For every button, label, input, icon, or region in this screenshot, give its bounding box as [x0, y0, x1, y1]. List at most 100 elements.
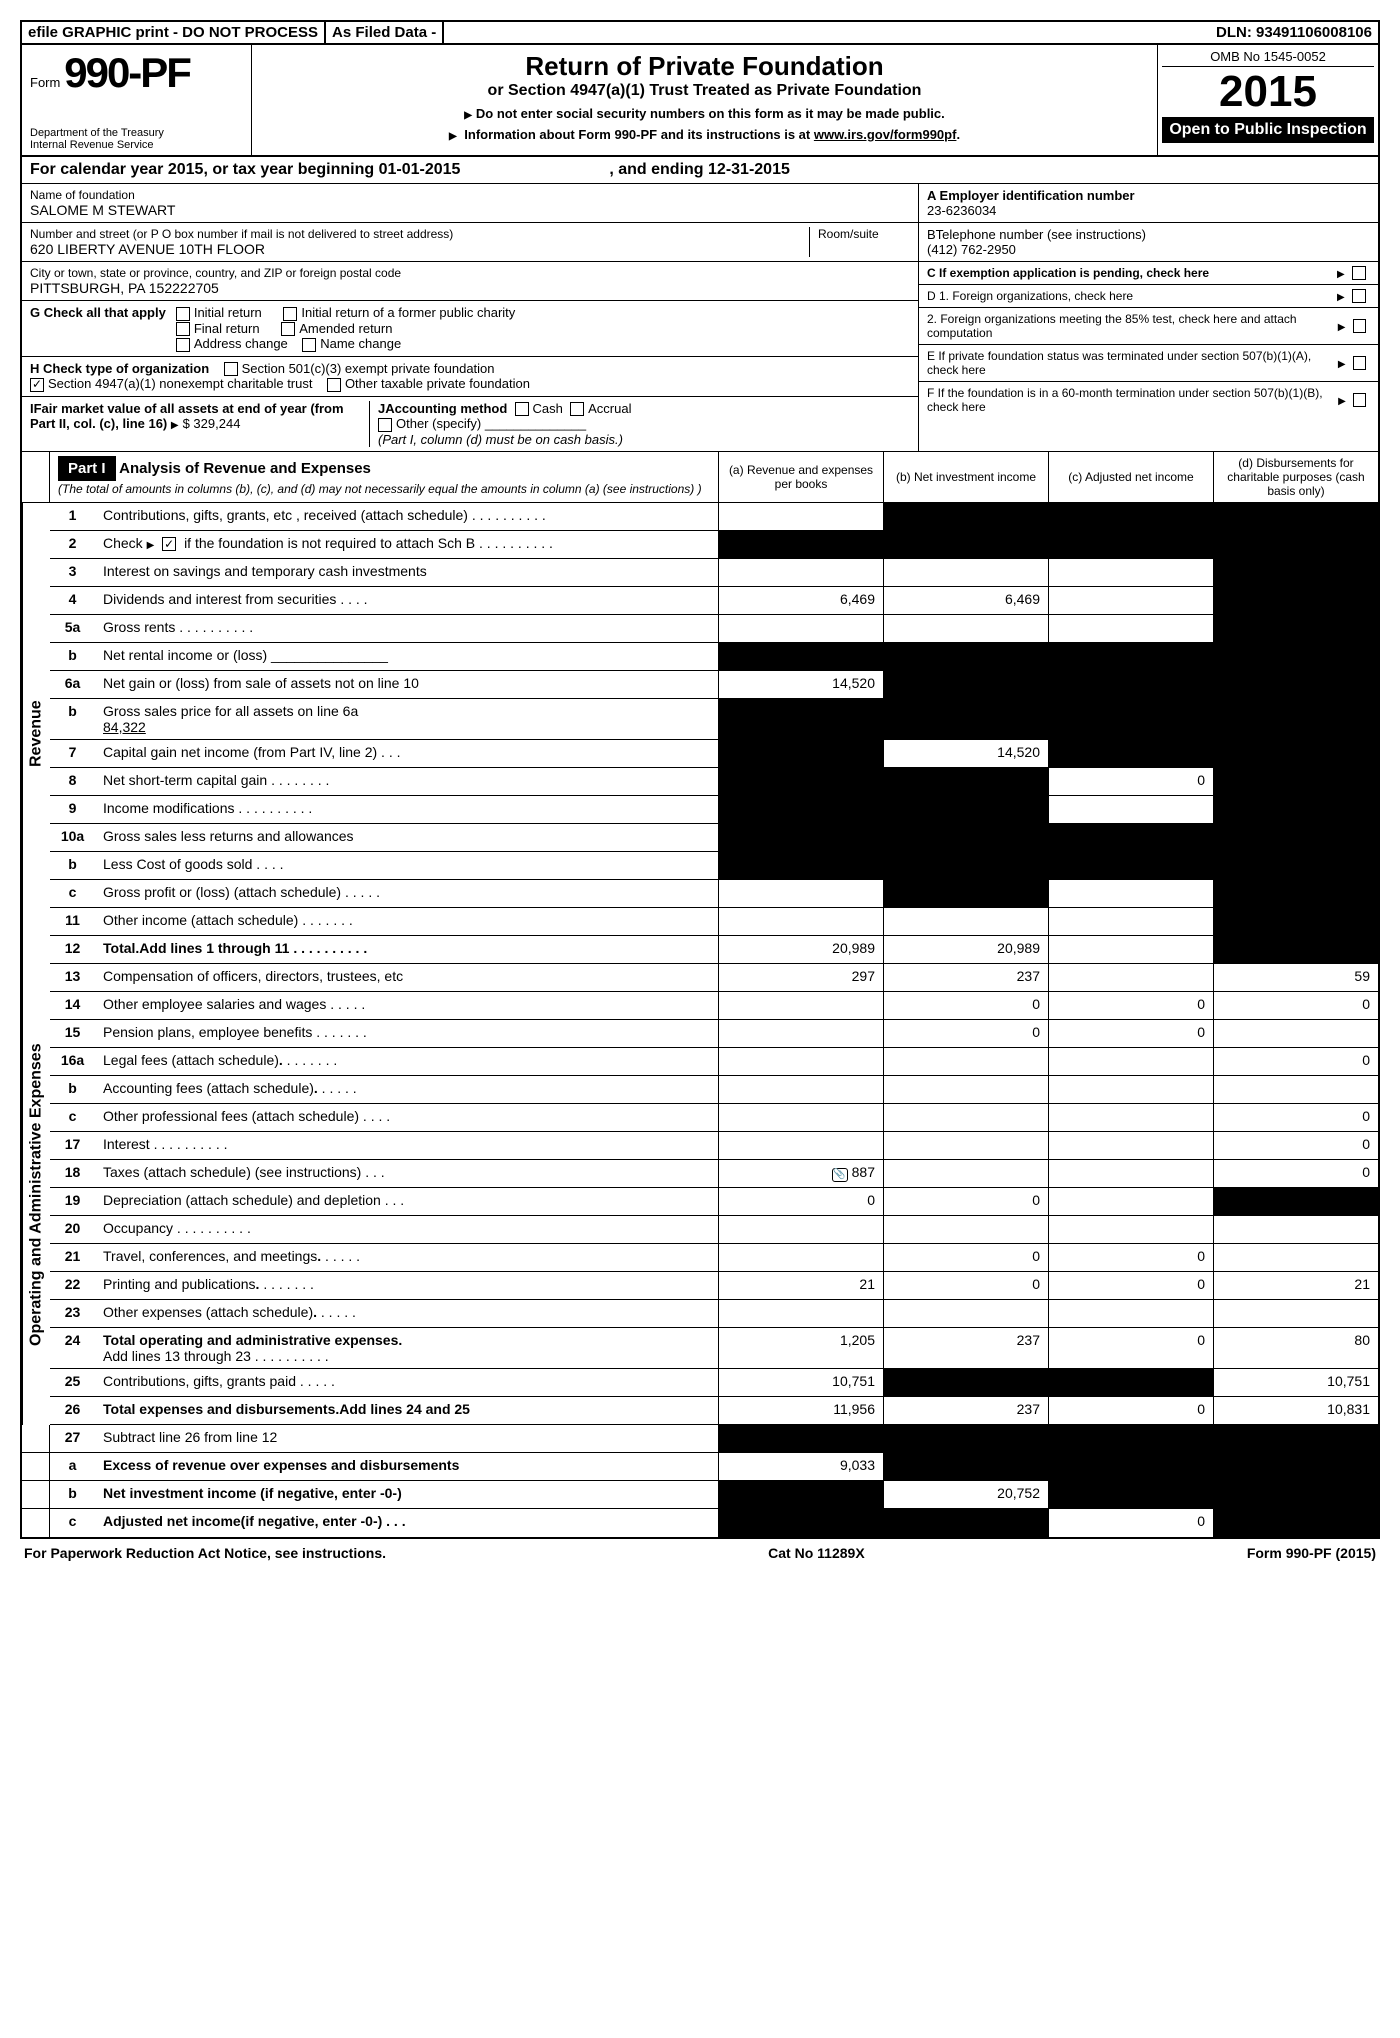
l16a-c — [1048, 1048, 1213, 1075]
l26-d: 10,831 — [1213, 1397, 1378, 1424]
ein-cell: A Employer identification number 23-6236… — [919, 184, 1378, 223]
line-6a: 6a Net gain or (loss) from sale of asset… — [50, 671, 1378, 699]
b-label: BTelephone number (see instructions) — [927, 227, 1370, 242]
l19-c — [1048, 1188, 1213, 1215]
l2-d — [1213, 531, 1378, 558]
line-10b-label: Less Cost of goods sold . . . . — [95, 852, 718, 879]
form-prefix: Form — [30, 75, 60, 90]
l19-d — [1213, 1188, 1378, 1215]
l10b-d — [1213, 852, 1378, 879]
f-label: F If the foundation is in a 60-month ter… — [927, 386, 1338, 414]
expenses-label: Operating and Administrative Expenses — [22, 964, 50, 1425]
j-note: (Part I, column (d) must be on cash basi… — [378, 432, 623, 447]
l5b-c — [1048, 643, 1213, 670]
line-4-label: Dividends and interest from securities .… — [95, 587, 718, 614]
l5b-d — [1213, 643, 1378, 670]
l5a-d — [1213, 615, 1378, 642]
l6b-d — [1213, 699, 1378, 739]
l10b-a — [718, 852, 883, 879]
chk-other-method[interactable] — [378, 418, 392, 432]
l18-c — [1048, 1160, 1213, 1187]
l11-b — [883, 908, 1048, 935]
l16c-b — [883, 1104, 1048, 1131]
line-9: 9 Income modifications . . . . . . . . .… — [50, 796, 1378, 824]
l16a-b — [883, 1048, 1048, 1075]
info-grid: Name of foundation SALOME M STEWART Numb… — [22, 184, 1378, 452]
chk-d1[interactable] — [1352, 289, 1366, 303]
l11-a — [718, 908, 883, 935]
chk-initial[interactable] — [176, 307, 190, 321]
chk-c[interactable] — [1352, 266, 1366, 280]
revenue-label: Revenue — [22, 503, 50, 964]
name-label: Name of foundation — [30, 188, 910, 202]
line-26: 26 Total expenses and disbursements.Add … — [50, 1397, 1378, 1425]
line-5b: b Net rental income or (loss) __________… — [50, 643, 1378, 671]
tax-year: 2015 — [1162, 67, 1374, 117]
line-10a-label: Gross sales less returns and allowances — [95, 824, 718, 851]
attachment-icon[interactable]: 📎 — [832, 1168, 848, 1182]
chk-f[interactable] — [1353, 393, 1366, 407]
info-link[interactable]: www.irs.gov/form990pf — [814, 127, 957, 142]
l2-a — [718, 531, 883, 558]
chk-4947a1[interactable] — [30, 378, 44, 392]
chk-cash[interactable] — [515, 402, 529, 416]
footer-mid: Cat No 11289X — [768, 1545, 865, 1561]
line-18-label: Taxes (attach schedule) (see instruction… — [95, 1160, 718, 1187]
info-text: Information about Form 990-PF and its in… — [464, 127, 810, 142]
col-d-header: (d) Disbursements for charitable purpose… — [1213, 452, 1378, 502]
line-22-label: Printing and publications. . . . . . . . — [95, 1272, 718, 1299]
col-a-header: (a) Revenue and expenses per books — [718, 452, 883, 502]
line-12: 12 Total.Add lines 1 through 11 . . . . … — [50, 936, 1378, 964]
section-g: G Check all that apply Initial return In… — [22, 301, 918, 357]
l20-b — [883, 1216, 1048, 1243]
d2-row: 2. Foreign organizations meeting the 85%… — [919, 308, 1378, 345]
part1-label: Part I — [58, 456, 116, 481]
g-label: G Check all that apply — [30, 305, 166, 352]
chk-accrual[interactable] — [570, 402, 584, 416]
line-25-label: Contributions, gifts, grants paid . . . … — [95, 1369, 718, 1396]
d1-row: D 1. Foreign organizations, check here — [919, 285, 1378, 308]
l10b-c — [1048, 852, 1213, 879]
name-cell: Name of foundation SALOME M STEWART — [22, 184, 918, 223]
l10a-b — [883, 824, 1048, 851]
l24-c: 0 — [1048, 1328, 1213, 1368]
chk-final[interactable] — [176, 322, 190, 336]
l21-b: 0 — [883, 1244, 1048, 1271]
info-left: Name of foundation SALOME M STEWART Numb… — [22, 184, 918, 451]
l5b-b — [883, 643, 1048, 670]
line-19: 19 Depreciation (attach schedule) and de… — [50, 1188, 1378, 1216]
chk-501c3[interactable] — [224, 362, 238, 376]
l16c-c — [1048, 1104, 1213, 1131]
l10c-c — [1048, 880, 1213, 907]
chk-initial-former[interactable] — [283, 307, 297, 321]
line-7: 7 Capital gain net income (from Part IV,… — [50, 740, 1378, 768]
room-label: Room/suite — [818, 227, 910, 241]
line-21: 21 Travel, conferences, and meetings. . … — [50, 1244, 1378, 1272]
l6b-a — [718, 699, 883, 739]
j-other: Other (specify) — [396, 416, 481, 431]
l21-c: 0 — [1048, 1244, 1213, 1271]
chk-d2[interactable] — [1353, 319, 1366, 333]
l22-d: 21 — [1213, 1272, 1378, 1299]
l27a-a: 9,033 — [718, 1453, 883, 1480]
g-opt4: Address change — [194, 336, 288, 351]
ty-prefix: For calendar year 2015, or tax year begi… — [30, 161, 374, 178]
chk-schb[interactable] — [162, 537, 176, 551]
chk-other-tax[interactable] — [327, 378, 341, 392]
d1-arrow — [1337, 289, 1349, 303]
chk-amended[interactable] — [281, 322, 295, 336]
l16b-c — [1048, 1076, 1213, 1103]
line-19-label: Depreciation (attach schedule) and deple… — [95, 1188, 718, 1215]
l8-c: 0 — [1048, 768, 1213, 795]
chk-e[interactable] — [1353, 356, 1366, 370]
line-5a-label: Gross rents . . . . . . . . . . — [95, 615, 718, 642]
c-arrow — [1337, 266, 1349, 280]
l10a-d — [1213, 824, 1378, 851]
line-23: 23 Other expenses (attach schedule). . .… — [50, 1300, 1378, 1328]
ty-end: 12-31-2015 — [708, 161, 790, 178]
chk-addr-change[interactable] — [176, 338, 190, 352]
chk-name-change[interactable] — [302, 338, 316, 352]
h-opt3: Other taxable private foundation — [345, 376, 530, 391]
l24-b: 237 — [883, 1328, 1048, 1368]
line-4: 4 Dividends and interest from securities… — [50, 587, 1378, 615]
